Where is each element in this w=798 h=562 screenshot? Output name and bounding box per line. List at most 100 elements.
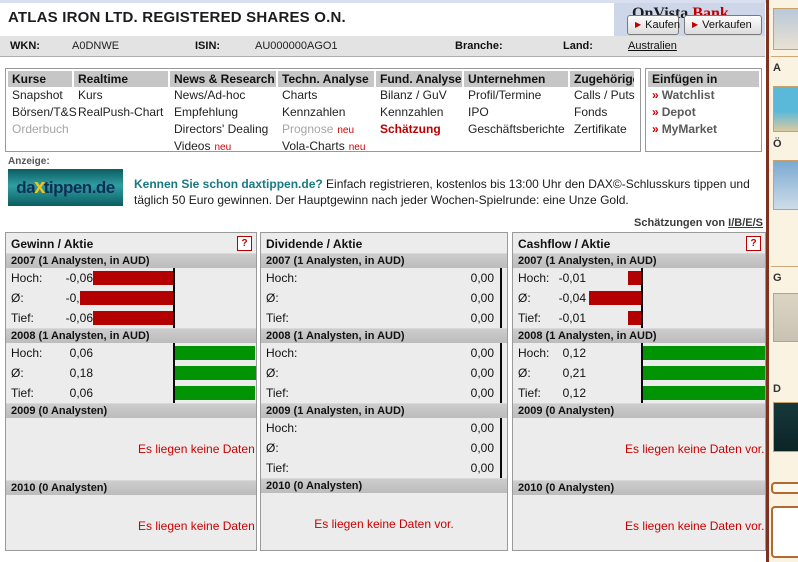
help-icon[interactable]: ?: [237, 236, 252, 251]
estimate-row-label: Tief:: [518, 386, 541, 400]
sell-button[interactable]: ▶ Verkaufen: [684, 15, 762, 35]
positive-bar: [175, 386, 255, 400]
nav-item[interactable]: Calls / Puts: [570, 87, 636, 104]
nav-column-header: Realtime: [74, 71, 168, 87]
estimate-row-label: Ø:: [11, 291, 24, 305]
sidebar-thumb-sky2[interactable]: [773, 160, 798, 210]
year-section-header: 2008 (1 Analysten, in AUD): [513, 328, 765, 343]
neu-badge: neu: [337, 125, 355, 136]
year-section-header: 2007 (1 Analysten, in AUD): [513, 253, 765, 268]
zero-axis-line: [173, 268, 175, 328]
ibes-link[interactable]: I/B/E/S: [728, 217, 763, 229]
nav-item[interactable]: Fonds: [570, 104, 636, 121]
positive-bar: [175, 366, 256, 380]
sidebar-divider: [771, 266, 798, 267]
estimate-row-value: -0,04: [558, 291, 586, 305]
nav-item-label: Snapshot: [12, 88, 63, 102]
nav-item[interactable]: IPO: [464, 104, 570, 121]
estimate-row-value: 0,00: [470, 461, 494, 475]
instrument-info-bar: WKN: A0DNWE ISIN: AU000000AGO1 Branche: …: [0, 36, 765, 57]
estimate-row-value: 0,00: [470, 291, 494, 305]
bar-rows: Hoch: 0,06 Ø: 0,18 Tief: 0,06: [6, 343, 256, 403]
land-value-link[interactable]: Australien: [628, 40, 677, 52]
nav-item-label: Kurs: [78, 88, 103, 102]
estimate-row: Tief: 0,12: [513, 383, 586, 403]
estimate-row: Ø: 0,00: [261, 363, 494, 383]
zero-axis-line: [500, 268, 502, 328]
nav-item-label: Directors' Dealing: [174, 122, 269, 136]
sidebar-thumb-beach[interactable]: [773, 86, 798, 132]
estimate-row-label: Ø:: [266, 366, 279, 380]
negative-bar: [628, 311, 641, 325]
land-label: Land:: [563, 40, 593, 52]
estimate-row: Hoch: 0,12: [513, 343, 586, 363]
nav-item[interactable]: Geschäftsberichte: [464, 121, 570, 138]
estimate-row: Hoch: -0,06: [6, 268, 93, 288]
nav-item-label: Empfehlung: [174, 105, 239, 119]
top-strip: [0, 0, 798, 3]
nav-item[interactable]: Schätzung: [376, 121, 464, 138]
nav-item[interactable]: RealPush-Chart: [74, 104, 170, 121]
sidebar-divider: [771, 56, 798, 57]
nav-item[interactable]: Profil/Termine: [464, 87, 570, 104]
daxtippen-logo[interactable]: da x tippen.de: [8, 169, 123, 206]
sidebar-thumb-dark[interactable]: [773, 402, 798, 452]
nav-item-label: Bilanz / GuV: [380, 88, 447, 102]
nav-item[interactable]: Charts: [278, 87, 376, 104]
estimate-row-label: Tief:: [266, 461, 289, 475]
nav-item-label: Videos: [174, 139, 211, 153]
no-data-text: Es liegen keine Daten vor.: [138, 519, 256, 533]
nav-item[interactable]: Kennzahlen: [278, 104, 376, 121]
estimate-row-value: 0,00: [470, 386, 494, 400]
nav-item[interactable]: Videos neu: [170, 138, 278, 155]
nav-item-label: Profil/Termine: [468, 88, 542, 102]
nav-item[interactable]: Kurs: [74, 87, 170, 104]
sell-triangle-icon: ▶: [692, 20, 699, 29]
insert-item[interactable]: » Watchlist: [648, 87, 761, 104]
estimate-row-value: -0,06: [65, 271, 93, 285]
estimate-row: Hoch: 0,00: [261, 418, 494, 438]
buy-button-label: Kaufen: [645, 19, 681, 31]
nav-item: Prognose neu: [278, 121, 376, 138]
estimate-row-label: Hoch:: [11, 346, 43, 360]
estimate-row-label: Tief:: [11, 386, 34, 400]
buy-button[interactable]: ▶ Kaufen: [627, 15, 681, 35]
positive-bar: [643, 346, 765, 360]
ad-text[interactable]: Kennen Sie schon daxtippen.de? Einfach r…: [134, 176, 756, 208]
insert-item[interactable]: » MyMarket: [648, 121, 761, 138]
sidebar-heading-clipped: D: [773, 383, 781, 395]
isin-label: ISIN:: [195, 40, 221, 52]
nav-item[interactable]: Kennzahlen: [376, 104, 464, 121]
nav-item[interactable]: Vola-Charts neu: [278, 138, 376, 155]
nav-item[interactable]: Zertifikate: [570, 121, 636, 138]
sidebar-thumb-sky[interactable]: [773, 8, 798, 50]
estimate-row: Ø: 0,00: [261, 288, 494, 308]
bar-rows: Hoch: 0,00 Ø: 0,00 Tief: 0,00: [261, 343, 507, 403]
zero-axis-line: [641, 343, 643, 403]
no-data-message: Es liegen keine Daten vor.: [6, 418, 256, 480]
nav-item[interactable]: Empfehlung: [170, 104, 278, 121]
nav-column-header: Zugehörige: [570, 71, 634, 87]
nav-item[interactable]: Börsen/T&S: [8, 104, 77, 121]
nav-item[interactable]: News/Ad-hoc: [170, 87, 278, 104]
estimate-row: Ø: -0,04: [513, 288, 586, 308]
nav-item-label: Schätzung: [380, 122, 441, 136]
bar-rows: Hoch: 0,12 Ø: 0,21 Tief: 0,12: [513, 343, 765, 403]
insert-box-items: » Watchlist» Depot» MyMarket: [648, 87, 761, 138]
help-icon[interactable]: ?: [746, 236, 761, 251]
nav-item-label: RealPush-Chart: [78, 105, 164, 119]
estimate-panel: Cashflow / Aktie? 2007 (1 Analysten, in A…: [512, 232, 766, 551]
estimate-row: Tief: 0,00: [261, 458, 494, 478]
nav-item[interactable]: Bilanz / GuV: [376, 87, 464, 104]
nav-item[interactable]: Snapshot: [8, 87, 74, 104]
estimate-row-label: Tief:: [518, 311, 541, 325]
wkn-label: WKN:: [10, 40, 40, 52]
year-section-header: 2010 (0 Analysten): [6, 480, 256, 495]
nav-column: Kurse Snapshot Börsen/T&S Orderbuch: [8, 71, 77, 151]
chevron-icon: »: [652, 105, 659, 119]
insert-item[interactable]: » Depot: [648, 104, 761, 121]
zero-axis-line: [641, 268, 643, 328]
nav-item-label: Fonds: [574, 105, 608, 119]
nav-item[interactable]: Directors' Dealing: [170, 121, 278, 138]
sidebar-thumb-light[interactable]: [773, 293, 798, 342]
